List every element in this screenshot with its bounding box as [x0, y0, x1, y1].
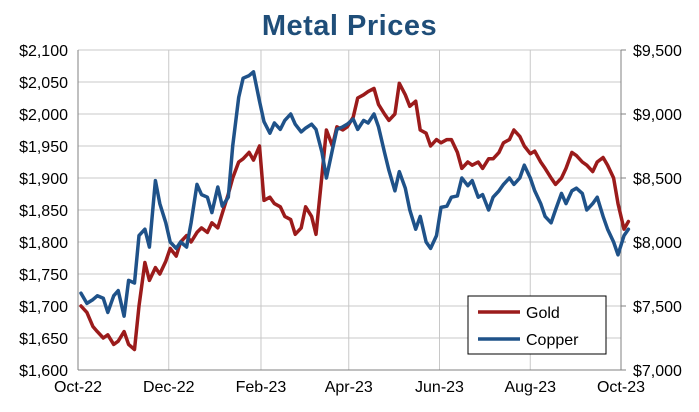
x-tick-label: Oct-23 [597, 379, 645, 396]
y-left-tick-label: $1,700 [19, 299, 68, 316]
y-left-tick-label: $1,600 [19, 363, 68, 380]
series-line-copper [79, 70, 631, 318]
y-right-tick-label: $7,500 [633, 299, 682, 316]
y-left-tick-label: $1,650 [19, 331, 68, 348]
x-tick-label: Apr-23 [325, 379, 373, 396]
chart-title: Metal Prices [261, 10, 438, 42]
y-right-tick-label: $8,000 [633, 235, 682, 252]
legend-label-gold: Gold [526, 305, 560, 322]
x-tick-label: Aug-23 [504, 379, 556, 396]
y-left-tick-label: $1,750 [19, 267, 68, 284]
x-tick-label: Dec-22 [143, 379, 195, 396]
y-left-tick-label: $2,000 [19, 107, 68, 124]
legend-box [467, 295, 607, 355]
series-line-gold [79, 81, 631, 352]
y-left-tick-label: $1,900 [19, 171, 68, 188]
y-right-tick-label: $7,000 [633, 363, 682, 380]
y-left-tick-label: $1,800 [19, 235, 68, 252]
legend-label-copper: Copper [526, 332, 579, 349]
x-tick-label: Feb-23 [236, 379, 287, 396]
y-right-tick-label: $9,000 [633, 107, 682, 124]
y-left-tick-label: $2,100 [19, 43, 68, 60]
y-left-tick-label: $1,950 [19, 139, 68, 156]
y-left-tick-label: $1,850 [19, 203, 68, 220]
y-right-tick-label: $8,500 [633, 171, 682, 188]
y-right-tick-label: $9,500 [633, 43, 682, 60]
y-left-tick-label: $2,050 [19, 75, 68, 92]
x-tick-label: Oct-22 [54, 379, 102, 396]
x-tick-label: Jun-23 [415, 379, 464, 396]
